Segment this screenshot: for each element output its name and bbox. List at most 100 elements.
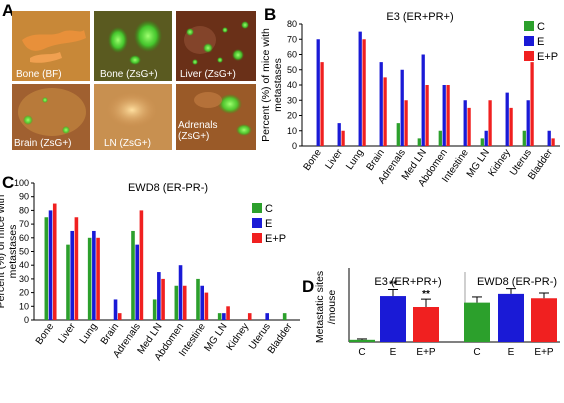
bar-epp-med-ln [161, 278, 165, 320]
y-tick-label: 20 [19, 288, 29, 298]
y-tick-label: 60 [287, 50, 297, 60]
group-title: E3 (ER+PR+) [374, 276, 441, 288]
bar-e-abdomen [442, 85, 446, 146]
legend-label: E+P [265, 233, 286, 245]
bar-epp-adrenals [139, 210, 144, 320]
y-tick-label: 80 [287, 19, 297, 29]
bar-c-mg-ln [480, 138, 484, 146]
panel-c-chart: 0 10 20 30 40 50 60 70 80 90 100 EWD8 (ER-PR-) Perce… [0, 178, 300, 363]
bar-e-bone [316, 39, 320, 146]
bar-c-intestine [196, 278, 200, 320]
bar-epp-mg-ln [226, 306, 230, 320]
x-tick-label: E [508, 347, 515, 358]
y-tick-label: 90 [19, 192, 29, 202]
bar-e-uterus [526, 100, 530, 146]
legend-swatch-epp [252, 233, 262, 243]
bar-e-kidney [505, 92, 509, 146]
significance-mark: ** [389, 280, 397, 291]
bar-e-uterus [265, 313, 269, 320]
x-tick-label: E [390, 347, 397, 358]
bar-e-brain [113, 299, 118, 320]
x-tick-label: C [358, 347, 365, 358]
bar-epp [531, 298, 557, 342]
image-liver-zsg: Liver (ZsG+) [176, 11, 256, 81]
y-tick-label: 40 [287, 80, 297, 90]
panel-label-b: B [264, 5, 276, 24]
bar-c-abdomen [438, 130, 442, 146]
bar-epp-intestine [204, 292, 209, 320]
legend-swatch-e [524, 36, 534, 46]
bar-epp-kidney [509, 107, 513, 146]
bar-epp-brain [383, 77, 387, 146]
y-tick-label: 40 [19, 260, 29, 270]
x-tick-label: MG LN [202, 321, 229, 353]
y-tick-label: 60 [19, 233, 29, 243]
bar-c-bladder [282, 313, 287, 320]
x-tick-label: Bone [302, 147, 325, 173]
image-brain-zsg: Brain (ZsG+) [12, 84, 90, 150]
legend-label: E+P [537, 51, 558, 63]
bar-e [498, 293, 524, 342]
bar-c [349, 339, 375, 342]
panel-b-chart: 0 10 20 30 40 50 60 70 80 E3 (ER+PR+) Percent (%) … [260, 11, 560, 189]
y-tick-label: 0 [292, 141, 297, 151]
x-tick-label: C [473, 347, 480, 358]
y-tick-label: 30 [19, 274, 29, 284]
x-tick-label: Liver [57, 321, 79, 346]
bar-e-adrenals [400, 69, 404, 146]
bar-c-adrenals [131, 230, 135, 320]
chart-title: EWD8 (ER-PR-) [128, 182, 208, 194]
y-axis-label: Metastatic sites/mouse [314, 271, 338, 343]
legend-swatch-e [252, 218, 262, 228]
legend-swatch-c [252, 203, 262, 213]
bar-e-mg-ln [222, 313, 226, 320]
image-label: Adrenals (ZsG+) [178, 120, 218, 142]
image-label: LN (ZsG+) [104, 138, 151, 149]
bar-c-adrenals [396, 123, 400, 146]
bar-epp-intestine [467, 107, 471, 146]
y-tick-label: 30 [287, 95, 297, 105]
y-tick-label: 20 [287, 111, 297, 121]
bar-epp-abdomen [446, 85, 450, 146]
image-bone-zsg: Bone (ZsG+) [94, 11, 172, 81]
bar-e-lung [92, 230, 96, 320]
bar-epp-liver [74, 217, 79, 320]
bar-e-abdomen [178, 265, 183, 320]
bar-c-abdomen [174, 285, 179, 320]
bar-c-med-ln [152, 299, 157, 320]
bar-e-brain [379, 62, 383, 146]
legend-label: E [537, 36, 544, 48]
bar-e-med-ln [421, 54, 425, 146]
bar-epp-bone [52, 203, 57, 320]
panel-a-images: Bone (BF) Bone (ZsG+) Liver (ZsG+) [12, 11, 256, 150]
bar-c-med-ln [417, 138, 421, 146]
y-tick-label: 50 [19, 247, 29, 257]
bar-c-mg-ln [217, 313, 222, 320]
bar-e-liver [337, 123, 341, 146]
y-axis-label: Percent (%) of mice withmetastases [0, 194, 19, 308]
image-label: Bone (BF) [16, 69, 62, 80]
bar-epp-mg-ln [488, 100, 492, 146]
significance-mark: ** [422, 289, 430, 300]
y-tick-label: 0 [24, 315, 29, 325]
y-tick-label: 10 [287, 126, 297, 136]
y-tick-label: 80 [19, 205, 29, 215]
image-label: Liver (ZsG+) [180, 69, 236, 80]
bar-epp-liver [341, 130, 345, 146]
y-tick-label: 70 [287, 34, 297, 44]
x-tick-label: E+P [534, 347, 554, 358]
bar-e-intestine [200, 285, 204, 320]
x-tick-label: Liver [324, 147, 346, 172]
bar-e [380, 296, 406, 342]
bar-e-lung [358, 31, 362, 146]
legend-swatch-epp [524, 51, 534, 61]
image-ln-zsg: LN (ZsG+) [94, 84, 172, 150]
bar-epp-lung [96, 237, 100, 320]
y-tick-label: 50 [287, 65, 297, 75]
bar-epp-med-ln [425, 85, 429, 146]
bar-e-bone [48, 210, 53, 320]
x-tick-label: Kidney [225, 321, 252, 352]
bar-c-lung [87, 237, 92, 320]
panel-label-a: A [2, 1, 14, 20]
